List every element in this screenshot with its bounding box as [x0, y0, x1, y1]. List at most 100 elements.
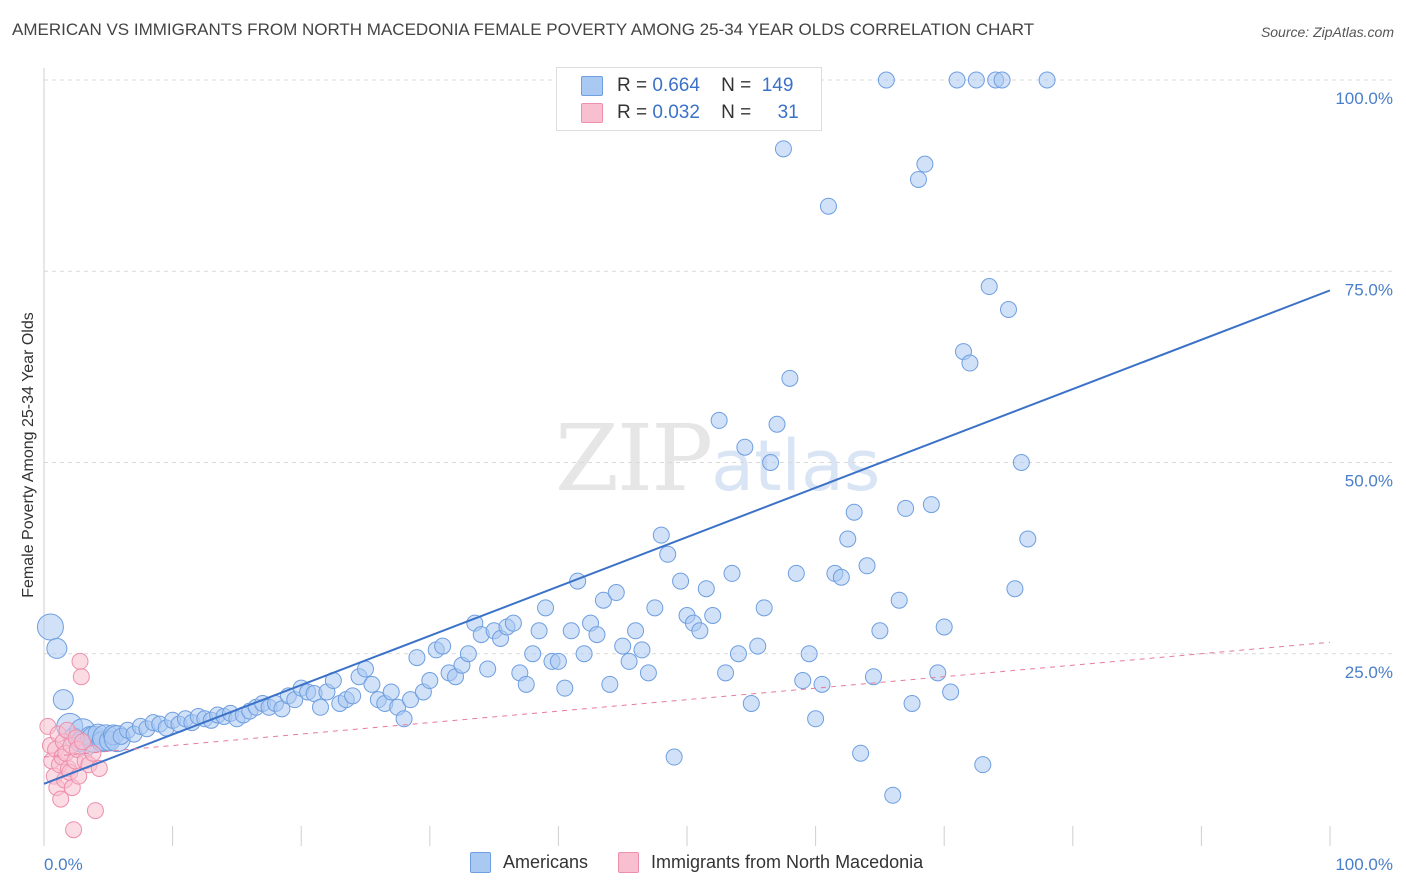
american-point [537, 599, 555, 617]
american-point [363, 675, 381, 693]
american-point [311, 698, 329, 716]
y-tick-label: 75.0% [1345, 280, 1393, 299]
american-point [723, 564, 741, 582]
american-point [749, 637, 767, 655]
american-point [961, 354, 979, 372]
american-point [736, 438, 754, 456]
chart-title: AMERICAN VS IMMIGRANTS FROM NORTH MACEDO… [12, 20, 1035, 39]
american-point [530, 622, 548, 640]
american-point [832, 568, 850, 586]
american-point [697, 580, 715, 598]
american-point [967, 71, 985, 89]
legend-n-value: 31 [777, 102, 799, 123]
american-point [839, 530, 857, 548]
north-macedonia-point [52, 790, 70, 808]
american-point [1000, 301, 1017, 318]
north-macedonia-point [65, 821, 83, 839]
american-point [1038, 71, 1056, 89]
y-tick-label: 25.0% [1345, 663, 1393, 682]
american-point [52, 689, 74, 711]
north-macedonia-points [39, 652, 108, 839]
american-point [762, 454, 780, 471]
american-point [504, 614, 522, 632]
american-point [974, 756, 992, 774]
american-point [884, 786, 902, 804]
american-point [909, 170, 927, 188]
american-point [710, 411, 728, 429]
american-point [774, 140, 792, 158]
american-point [948, 71, 966, 89]
x-tick-label: 0.0% [44, 855, 83, 874]
american-point [813, 675, 831, 693]
american-point [819, 197, 837, 215]
american-point [877, 71, 895, 89]
american-point [659, 545, 677, 563]
american-point [742, 694, 760, 712]
american-point [729, 645, 747, 663]
american-point [916, 155, 934, 173]
series-label-americans: Americans [503, 852, 589, 872]
series-legend-americans: Americans [470, 852, 588, 873]
american-point [871, 622, 889, 640]
watermark: ZIPatlas [555, 405, 880, 512]
grid-lines [44, 79, 1395, 655]
north-macedonia-point [71, 652, 89, 670]
american-point [517, 675, 535, 693]
legend-r-value: 0.664 [652, 75, 700, 96]
american-point [36, 613, 64, 641]
american-point [980, 278, 998, 296]
legend-row-north-macedonia: R = 0.032 N = 31 [581, 100, 799, 126]
american-point [903, 694, 921, 712]
series-swatch-north-macedonia [618, 852, 640, 873]
american-point [601, 675, 619, 693]
american-point [993, 71, 1011, 89]
north-macedonia-point [74, 733, 92, 751]
american-point [935, 618, 953, 636]
american-point [1019, 530, 1037, 548]
axes [43, 68, 1331, 846]
american-point [382, 683, 400, 701]
legend-swatch-north-macedonia [581, 103, 603, 123]
american-point [1006, 580, 1024, 598]
trend-lines [43, 289, 1331, 785]
american-point [755, 599, 773, 617]
american-point [607, 584, 625, 602]
american-point [479, 660, 497, 678]
american-point [549, 652, 567, 670]
american-point [922, 496, 940, 514]
american-point [672, 572, 690, 590]
american-point [459, 645, 477, 663]
american-point [781, 369, 799, 387]
series-legend-north-macedonia: Immigrants from North Macedonia [618, 852, 923, 873]
american-point [620, 652, 638, 670]
american-point [807, 710, 825, 728]
american-point [717, 664, 735, 682]
legend-r-label: R = [617, 75, 648, 96]
american-point [897, 499, 915, 517]
american-point [665, 748, 683, 766]
american-point [395, 710, 413, 728]
legend-r-label: R = [617, 102, 648, 123]
american-point [787, 564, 805, 582]
american-point [575, 645, 593, 663]
american-point [562, 622, 580, 640]
american-point [652, 526, 670, 544]
y-axis-title: Female Poverty Among 25-34 Year Olds [20, 312, 37, 598]
american-point [890, 591, 908, 609]
american-point [858, 557, 876, 575]
american-point [704, 607, 722, 624]
americans-trend-line [43, 289, 1331, 785]
american-point [402, 691, 420, 709]
american-point [408, 649, 426, 667]
american-point [594, 591, 612, 609]
american-point [434, 637, 452, 655]
american-point [864, 668, 882, 686]
north-macedonia-trend-line [43, 641, 1331, 758]
american-point [614, 637, 632, 655]
legend-r-value: 0.032 [652, 102, 700, 123]
north-macedonia-point [72, 668, 90, 686]
legend-n-label: N = [721, 102, 752, 123]
american-point [46, 637, 68, 659]
chart-source: Source: ZipAtlas.com [1260, 24, 1394, 40]
